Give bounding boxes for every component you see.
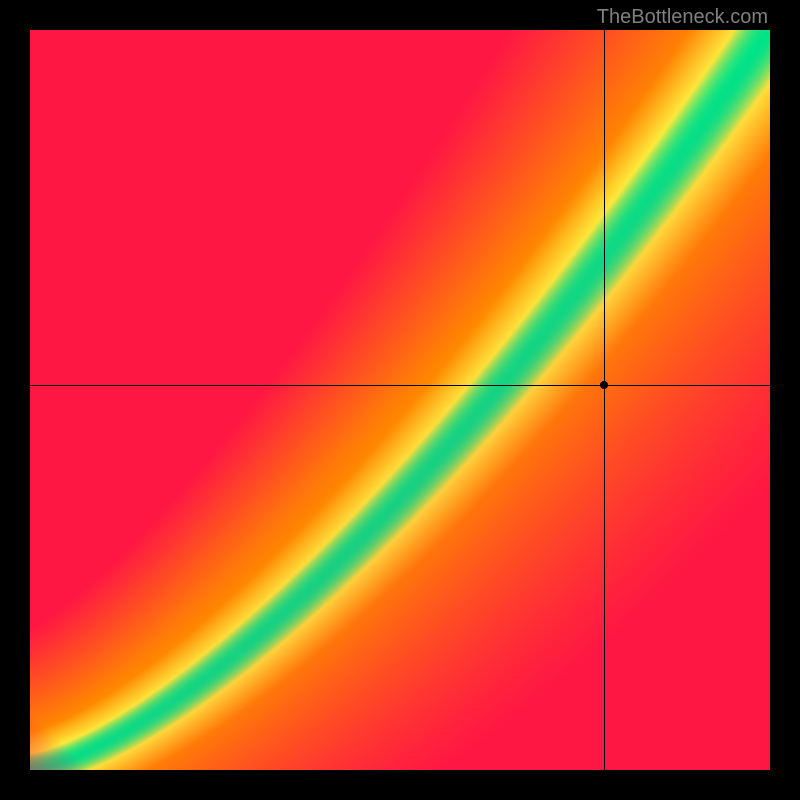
crosshair-marker	[600, 381, 608, 389]
heatmap-canvas	[30, 30, 770, 770]
heatmap-plot	[30, 30, 770, 770]
crosshair-horizontal	[30, 385, 770, 386]
watermark-text: TheBottleneck.com	[597, 6, 768, 29]
crosshair-vertical	[604, 30, 605, 770]
